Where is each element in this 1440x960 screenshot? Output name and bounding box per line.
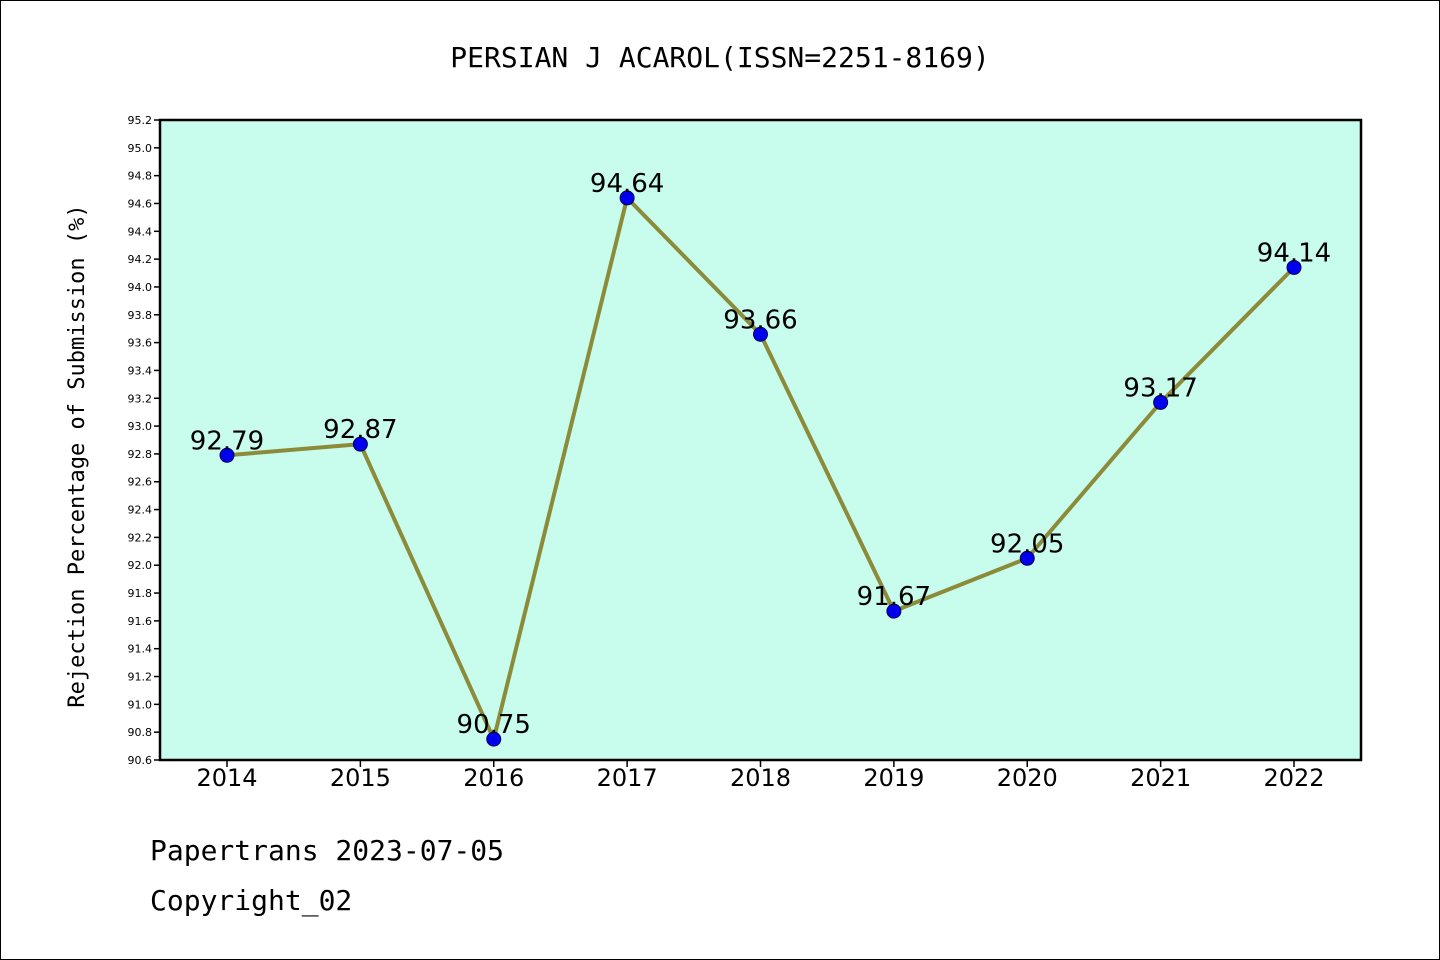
y-tick-label: 92.6 — [128, 476, 153, 489]
y-tick-label: 95.2 — [128, 114, 153, 127]
chart-title: PERSIAN J ACAROL(ISSN=2251-8169) — [450, 41, 989, 74]
x-tick-label: 2018 — [730, 764, 791, 792]
data-points — [219, 190, 1302, 747]
data-label: 91.67 — [857, 582, 931, 612]
data-point — [352, 436, 368, 452]
x-tick-label: 2019 — [863, 764, 924, 792]
y-axis: 90.6 90.8 91.0 91.2 91.4 91.6 91.8 92.0 92.2 92.4… — [128, 114, 160, 767]
y-tick-label: 90.8 — [128, 726, 153, 739]
data-label: 90.75 — [457, 710, 531, 740]
data-point — [1153, 394, 1169, 410]
x-tick-label: 2015 — [330, 764, 391, 792]
x-axis: 2014 2015 2016 2017 2018 2019 2020 2021 2022 — [196, 760, 1325, 792]
y-tick-label: 90.6 — [128, 754, 153, 767]
copyright-note: Copyright_02 — [150, 884, 353, 917]
y-tick-label: 93.6 — [128, 337, 153, 350]
y-tick-label: 94.2 — [128, 253, 153, 266]
y-tick-label: 93.0 — [128, 420, 153, 433]
y-tick-label: 92.0 — [128, 559, 153, 572]
y-tick-label: 92.4 — [128, 504, 153, 517]
y-tick-label: 93.2 — [128, 392, 153, 405]
data-point — [219, 447, 235, 463]
x-tick-label: 2020 — [997, 764, 1058, 792]
data-point — [486, 731, 502, 747]
data-point — [1286, 259, 1302, 275]
y-tick-label: 92.8 — [128, 448, 153, 461]
data-label: 92.05 — [990, 529, 1064, 559]
data-label: 93.17 — [1123, 373, 1197, 403]
data-point — [886, 603, 902, 619]
y-tick-label: 91.4 — [128, 643, 153, 656]
y-tick-label: 94.6 — [128, 197, 153, 210]
y-axis-label: Rejection Percentage of Submission (%) — [65, 204, 90, 707]
y-tick-label: 91.2 — [128, 671, 153, 684]
y-tick-label: 94.0 — [128, 281, 153, 294]
y-tick-label: 91.0 — [128, 698, 153, 711]
y-tick-label: 91.8 — [128, 587, 153, 600]
y-tick-label: 94.4 — [128, 225, 153, 238]
x-tick-label: 2014 — [196, 764, 257, 792]
data-label: 92.79 — [190, 426, 264, 456]
data-point — [619, 190, 635, 206]
y-tick-label: 93.4 — [128, 364, 153, 377]
x-tick-label: 2022 — [1263, 764, 1324, 792]
source-note: Papertrans 2023-07-05 — [150, 834, 505, 867]
x-tick-label: 2017 — [597, 764, 658, 792]
data-labels: 92.79 92.87 90.75 94.64 93.66 91.67 92.05 93.17… — [190, 169, 1331, 740]
data-label: 94.14 — [1257, 238, 1331, 268]
data-label: 94.64 — [590, 169, 664, 199]
data-point — [1019, 550, 1035, 566]
y-tick-label: 92.2 — [128, 531, 153, 544]
data-point — [753, 326, 768, 342]
data-label: 93.66 — [723, 305, 797, 335]
x-tick-label: 2021 — [1130, 764, 1191, 792]
y-tick-label: 91.6 — [128, 615, 153, 628]
y-tick-label: 93.8 — [128, 309, 153, 322]
y-tick-label: 95.0 — [128, 142, 153, 155]
y-tick-label: 94.8 — [128, 170, 153, 183]
data-label: 92.87 — [323, 415, 397, 445]
x-tick-label: 2016 — [463, 764, 524, 792]
